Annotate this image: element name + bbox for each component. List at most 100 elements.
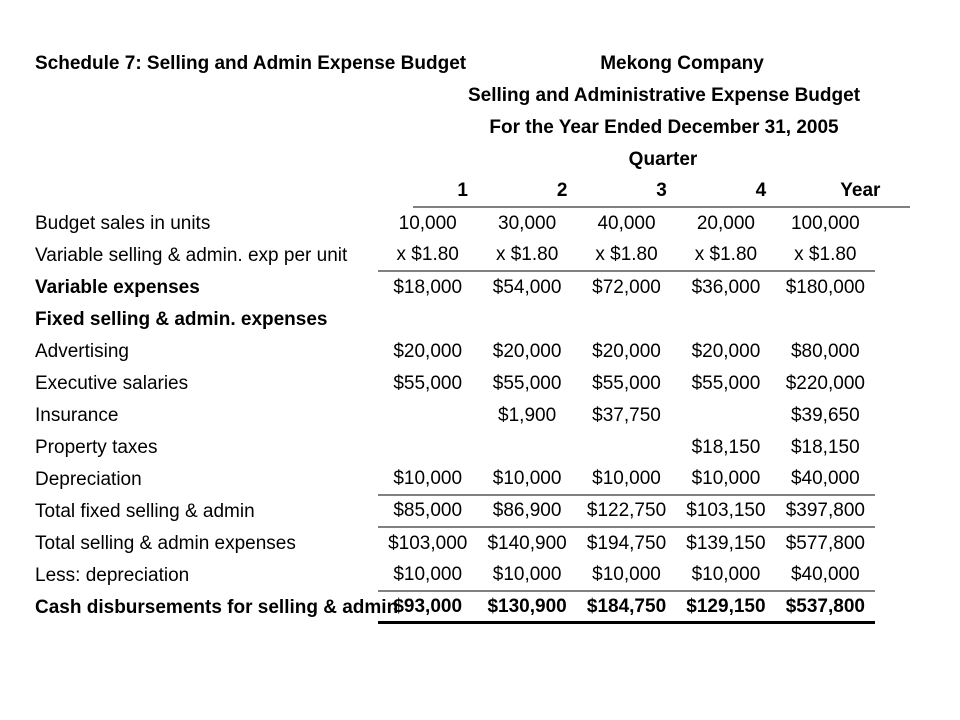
row-value-cell: $10,000 bbox=[691, 468, 761, 489]
row-label: Fixed selling & admin. expenses bbox=[35, 309, 328, 330]
column-header-q3: 3 bbox=[656, 180, 667, 201]
row-value-cell bbox=[577, 304, 676, 336]
row-value-cell: 20,000 bbox=[696, 213, 755, 234]
row-value-cell: $40,000 bbox=[790, 564, 860, 585]
row-values: $55,000 $55,000 $55,000 $55,000 $220,000 bbox=[378, 368, 875, 400]
row-value-cell: $20,000 bbox=[691, 341, 761, 362]
company-name: Mekong Company bbox=[600, 53, 764, 74]
quarter-label: Quarter bbox=[628, 149, 698, 170]
row-label: Depreciation bbox=[35, 469, 142, 490]
row-value-cell: $72,000 bbox=[592, 277, 661, 298]
table-row: Fixed selling & admin. expenses bbox=[0, 304, 960, 336]
row-values: $103,000 $140,900 $194,750 $139,150 $577,800 bbox=[378, 528, 875, 560]
column-header-year: Year bbox=[840, 180, 881, 201]
table-row: Property taxes $18,150 $18,150 bbox=[0, 432, 960, 464]
row-value-cell: x $1.80 bbox=[396, 244, 459, 265]
row-value-cell: x $1.80 bbox=[595, 244, 658, 265]
row-value-cell: $36,000 bbox=[691, 277, 761, 298]
row-value-cell: $180,000 bbox=[785, 277, 865, 298]
table-row: Advertising $20,000 $20,000 $20,000 $20,000 $… bbox=[0, 336, 960, 368]
row-values: 10,000 30,000 40,000 20,000 100,000 bbox=[378, 208, 875, 240]
row-label: Insurance bbox=[35, 405, 119, 426]
row-value-cell: $184,750 bbox=[586, 595, 667, 617]
row-label: Cash disbursements for selling & admin bbox=[35, 597, 399, 618]
row-value-cell bbox=[676, 400, 775, 432]
column-header-row: 1 2 3 4 Year bbox=[413, 176, 910, 208]
row-value-cell: $55,000 bbox=[492, 373, 562, 394]
row-value-cell: $577,800 bbox=[785, 533, 865, 554]
column-header-q2: 2 bbox=[556, 180, 568, 201]
row-value-cell: $55,000 bbox=[592, 373, 661, 394]
table-row: Total selling & admin expenses $103,000 $1… bbox=[0, 528, 960, 560]
row-value-cell: $10,000 bbox=[592, 468, 661, 489]
row-value-cell: $537,800 bbox=[785, 595, 865, 617]
row-values: $10,000 $10,000 $10,000 $10,000 $40,000 bbox=[378, 560, 875, 592]
row-value-cell: $20,000 bbox=[592, 341, 661, 362]
column-header-q4: 4 bbox=[755, 180, 767, 201]
row-value-cell: $10,000 bbox=[691, 564, 761, 585]
row-value-cell: $85,000 bbox=[393, 500, 463, 521]
row-value-cell: $194,750 bbox=[586, 533, 667, 554]
row-values: $18,000 $54,000 $72,000 $36,000 $180,000 bbox=[378, 272, 875, 304]
row-value-cell bbox=[676, 304, 775, 336]
row-value-cell: $140,900 bbox=[487, 533, 567, 554]
row-value-cell: $122,750 bbox=[586, 500, 667, 521]
schedule-title: Schedule 7: Selling and Admin Expense Bu… bbox=[35, 53, 467, 74]
row-label: Less: depreciation bbox=[35, 565, 190, 586]
row-value-cell: x $1.80 bbox=[794, 244, 857, 265]
table-row: Total fixed selling & admin $85,000 $86,90… bbox=[0, 496, 960, 528]
row-label: Variable selling & admin. exp per unit bbox=[35, 245, 348, 266]
row-value-cell: x $1.80 bbox=[495, 244, 559, 265]
table-row: Variable expenses $18,000 $54,000 $72,000 $3… bbox=[0, 272, 960, 304]
row-value-cell: $18,150 bbox=[790, 437, 860, 458]
row-value-cell: $220,000 bbox=[785, 373, 865, 394]
row-value-cell: 30,000 bbox=[498, 213, 557, 234]
row-value-cell: $54,000 bbox=[492, 277, 562, 298]
row-value-cell bbox=[378, 432, 477, 464]
table-row: Less: depreciation $10,000 $10,000 $10,000 $… bbox=[0, 560, 960, 592]
row-values: $85,000 $86,900 $122,750 $103,150 $397,800 bbox=[378, 496, 875, 528]
row-values: $10,000 $10,000 $10,000 $10,000 $40,000 bbox=[378, 464, 875, 496]
budget-title: Selling and Administrative Expense Budge… bbox=[467, 85, 861, 106]
row-value-cell bbox=[477, 432, 576, 464]
row-value-cell bbox=[378, 400, 477, 432]
row-value-cell: 10,000 bbox=[398, 213, 457, 234]
row-label: Variable expenses bbox=[35, 277, 200, 298]
row-value-cell: $39,650 bbox=[790, 405, 860, 426]
row-value-cell: $40,000 bbox=[790, 468, 860, 489]
table-row: Depreciation $10,000 $10,000 $10,000 $10,000… bbox=[0, 464, 960, 496]
row-value-cell: $93,000 bbox=[393, 595, 463, 617]
row-value-cell bbox=[477, 304, 576, 336]
row-value-cell: $18,000 bbox=[393, 277, 463, 298]
table-row: Budget sales in units 10,000 30,000 40,000 2… bbox=[0, 208, 960, 240]
row-values: $18,150 $18,150 bbox=[378, 432, 875, 464]
row-value-cell: $130,900 bbox=[487, 595, 567, 617]
row-value-cell: $86,900 bbox=[492, 500, 562, 521]
table-row: Cash disbursements for selling & admin $9… bbox=[0, 592, 960, 624]
row-value-cell: $103,150 bbox=[686, 500, 766, 521]
row-values: $20,000 $20,000 $20,000 $20,000 $80,000 bbox=[378, 336, 875, 368]
row-values bbox=[378, 304, 875, 336]
row-value-cell: $10,000 bbox=[393, 468, 463, 489]
row-value-cell: $139,150 bbox=[686, 533, 766, 554]
row-label: Advertising bbox=[35, 341, 129, 362]
row-values: $93,000 $130,900 $184,750 $129,150 $537,800 bbox=[378, 592, 875, 624]
row-value-cell: $55,000 bbox=[393, 373, 463, 394]
period-subtitle: For the Year Ended December 31, 2005 bbox=[489, 117, 839, 138]
row-value-cell: 40,000 bbox=[597, 213, 656, 234]
expense-table-body: Budget sales in units 10,000 30,000 40,000 2… bbox=[0, 208, 960, 624]
table-row: Variable selling & admin. exp per unit x … bbox=[0, 240, 960, 272]
row-label: Total selling & admin expenses bbox=[35, 533, 296, 554]
row-value-cell: $397,800 bbox=[785, 500, 865, 521]
row-value-cell: x $1.80 bbox=[694, 244, 758, 265]
row-value-cell bbox=[378, 304, 477, 336]
column-header-q1: 1 bbox=[457, 180, 468, 201]
table-row: Executive salaries $55,000 $55,000 $55,000 $… bbox=[0, 368, 960, 400]
row-value-cell: 100,000 bbox=[790, 213, 860, 234]
row-value-cell: $80,000 bbox=[790, 341, 860, 362]
row-value-cell: $20,000 bbox=[492, 341, 562, 362]
row-value-cell: $20,000 bbox=[393, 341, 463, 362]
row-label: Executive salaries bbox=[35, 373, 189, 394]
row-label: Budget sales in units bbox=[35, 213, 211, 234]
